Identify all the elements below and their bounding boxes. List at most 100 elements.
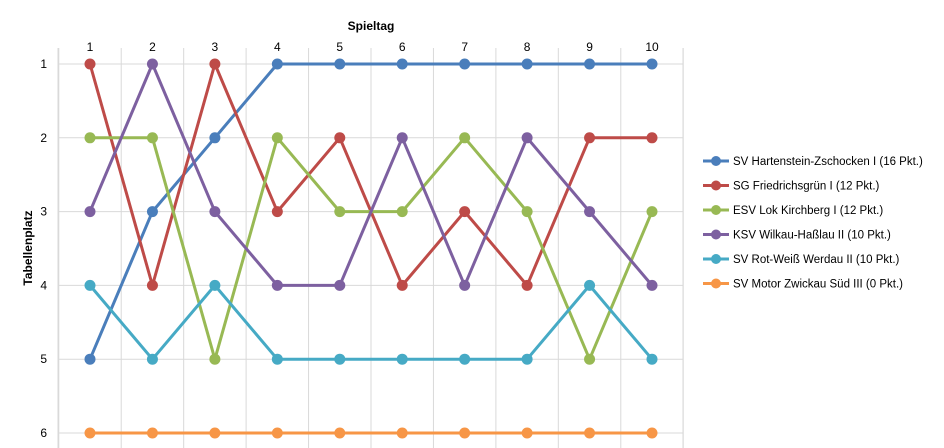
data-point bbox=[146, 206, 158, 218]
legend-marker bbox=[711, 229, 721, 240]
data-point bbox=[396, 58, 408, 70]
data-point bbox=[334, 279, 346, 291]
data-point bbox=[146, 427, 158, 439]
data-point bbox=[334, 427, 346, 439]
data-point bbox=[646, 427, 658, 439]
data-point bbox=[84, 58, 96, 70]
legend-label: SG Friedrichsgrün I (12 Pkt.) bbox=[733, 181, 880, 193]
y-tick-label: 3 bbox=[40, 205, 47, 219]
data-point bbox=[396, 132, 408, 144]
series-lines bbox=[84, 58, 658, 439]
data-point bbox=[459, 58, 471, 70]
data-point bbox=[584, 279, 596, 291]
legend-item: KSV Wilkau-Haßlau II (10 Pkt.) bbox=[703, 229, 891, 242]
data-point bbox=[521, 427, 533, 439]
series-6 bbox=[84, 427, 658, 439]
data-point bbox=[646, 206, 658, 218]
data-point bbox=[459, 132, 471, 144]
x-tick-labels: 1 2 3 4 5 6 7 8 9 10 bbox=[87, 40, 659, 54]
data-point bbox=[584, 353, 596, 365]
data-point bbox=[209, 353, 221, 365]
x-tick-label: 6 bbox=[399, 40, 406, 54]
legend-marker bbox=[711, 205, 721, 215]
data-point bbox=[84, 206, 96, 218]
series-line bbox=[88, 283, 654, 361]
legend-marker bbox=[711, 180, 721, 191]
data-point bbox=[271, 353, 283, 365]
series-line bbox=[88, 62, 654, 287]
data-point bbox=[209, 132, 221, 144]
data-point bbox=[84, 279, 96, 291]
legend-item: ESV Lok Kirchberg I (12 Pkt.) bbox=[703, 205, 883, 217]
data-point bbox=[209, 58, 221, 70]
legend-label: KSV Wilkau-Haßlau II (10 Pkt.) bbox=[733, 230, 891, 242]
data-point bbox=[146, 132, 158, 144]
data-point bbox=[271, 132, 283, 144]
y-tick-label: 1 bbox=[40, 57, 47, 71]
data-point bbox=[209, 206, 221, 218]
data-point bbox=[334, 353, 346, 365]
data-point bbox=[521, 279, 533, 291]
x-tick-label: 10 bbox=[645, 40, 659, 54]
data-point bbox=[271, 206, 283, 218]
legend-item: SV Motor Zwickau Süd III (0 Pkt.) bbox=[703, 278, 903, 291]
x-tick-label: 5 bbox=[336, 40, 343, 54]
legend-marker bbox=[711, 278, 721, 289]
data-point bbox=[271, 58, 283, 70]
data-point bbox=[334, 132, 346, 144]
data-point bbox=[396, 206, 408, 218]
data-point bbox=[584, 132, 596, 144]
data-point bbox=[146, 279, 158, 291]
data-point bbox=[334, 206, 346, 218]
data-point bbox=[646, 353, 658, 365]
data-point bbox=[146, 353, 158, 365]
data-point bbox=[84, 132, 96, 144]
x-tick-label: 9 bbox=[586, 40, 593, 54]
data-point bbox=[521, 353, 533, 365]
data-point bbox=[584, 427, 596, 439]
legend-label: ESV Lok Kirchberg I (12 Pkt.) bbox=[733, 205, 883, 217]
data-point bbox=[459, 206, 471, 218]
x-tick-label: 1 bbox=[87, 40, 94, 54]
legend: SV Hartenstein-Zschocken I (16 Pkt.) SG F… bbox=[703, 156, 923, 291]
data-point bbox=[334, 58, 346, 70]
data-point bbox=[396, 353, 408, 365]
x-tick-label: 2 bbox=[149, 40, 156, 54]
data-point bbox=[271, 279, 283, 291]
data-point bbox=[396, 427, 408, 439]
x-axis-title: Spieltag bbox=[348, 19, 395, 33]
data-point bbox=[521, 206, 533, 218]
data-point bbox=[459, 279, 471, 291]
y-axis-title: Tabellenplatz bbox=[21, 210, 35, 285]
y-tick-label: 6 bbox=[40, 426, 47, 440]
data-point bbox=[209, 279, 221, 291]
legend-marker bbox=[711, 156, 721, 166]
data-point bbox=[84, 427, 96, 439]
legend-item: SV Rot-Weiß Werdau II (10 Pkt.) bbox=[703, 254, 900, 266]
legend-label: SV Hartenstein-Zschocken I (16 Pkt.) bbox=[733, 156, 923, 168]
data-point bbox=[146, 58, 158, 70]
data-point bbox=[271, 427, 283, 439]
data-point bbox=[521, 58, 533, 70]
legend-label: SV Motor Zwickau Süd III (0 Pkt.) bbox=[733, 279, 903, 291]
series-5 bbox=[84, 279, 658, 365]
data-point bbox=[646, 279, 658, 291]
legend-label: SV Rot-Weiß Werdau II (10 Pkt.) bbox=[733, 254, 900, 266]
y-tick-label: 4 bbox=[40, 278, 47, 292]
legend-item: SV Hartenstein-Zschocken I (16 Pkt.) bbox=[703, 156, 923, 168]
y-tick-labels: 1 2 3 4 5 6 bbox=[40, 57, 47, 440]
data-point bbox=[584, 58, 596, 70]
y-tick-label: 2 bbox=[40, 131, 47, 145]
x-tick-label: 8 bbox=[524, 40, 531, 54]
legend-marker bbox=[711, 254, 721, 264]
series-4 bbox=[84, 58, 658, 291]
y-tick-label: 5 bbox=[40, 352, 47, 366]
data-point bbox=[646, 132, 658, 144]
data-point bbox=[459, 427, 471, 439]
data-point bbox=[646, 58, 658, 70]
data-point bbox=[84, 353, 96, 365]
data-point bbox=[459, 353, 471, 365]
data-point bbox=[396, 279, 408, 291]
gridlines bbox=[57, 48, 684, 448]
